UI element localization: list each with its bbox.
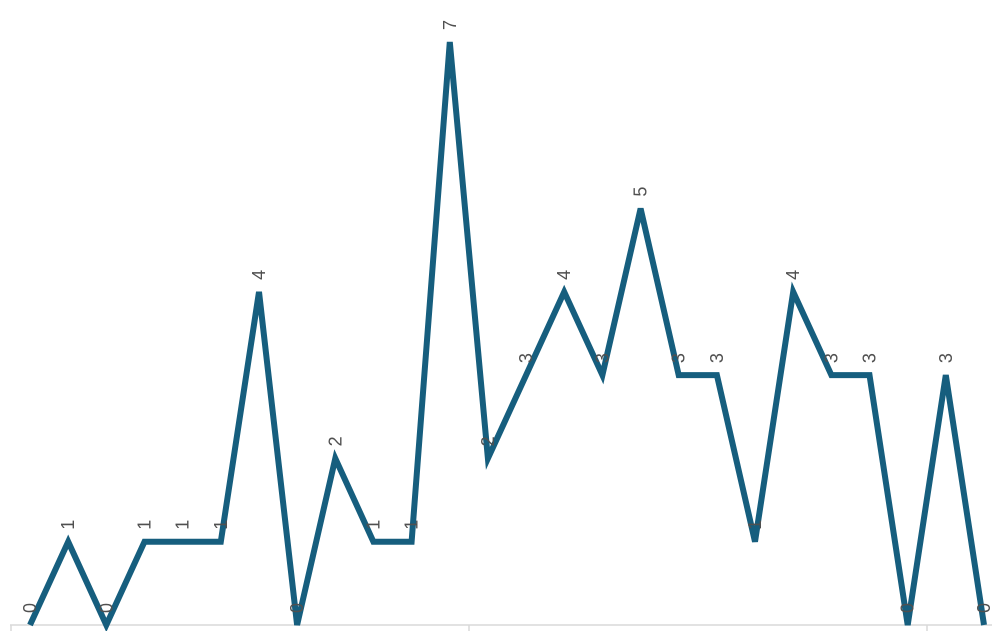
data-label: 1 [135,520,155,530]
data-label: 3 [516,353,536,363]
data-label: 0 [20,603,40,613]
data-label: 3 [860,353,880,363]
data-label: 4 [249,270,269,280]
data-label: 7 [440,20,460,30]
data-label: 1 [211,520,231,530]
data-label: 4 [554,270,574,280]
data-label: 3 [707,353,727,363]
data-label: 4 [783,270,803,280]
data-label: 1 [173,520,193,530]
data-label: 3 [669,353,689,363]
data-label: 3 [592,353,612,363]
data-label: 1 [363,520,383,530]
data-label: 0 [898,603,918,613]
data-label: 0 [96,603,116,613]
data-label: 1 [745,520,765,530]
data-label: 5 [631,187,651,197]
data-label: 3 [821,353,841,363]
data-label: 0 [974,603,992,613]
data-label: 2 [478,436,498,446]
series-line [27,41,987,631]
data-label: 3 [936,353,956,363]
data-label: 2 [325,436,345,446]
data-label: 1 [402,520,422,530]
data-label: 0 [287,603,307,613]
data-label: 1 [58,520,78,530]
